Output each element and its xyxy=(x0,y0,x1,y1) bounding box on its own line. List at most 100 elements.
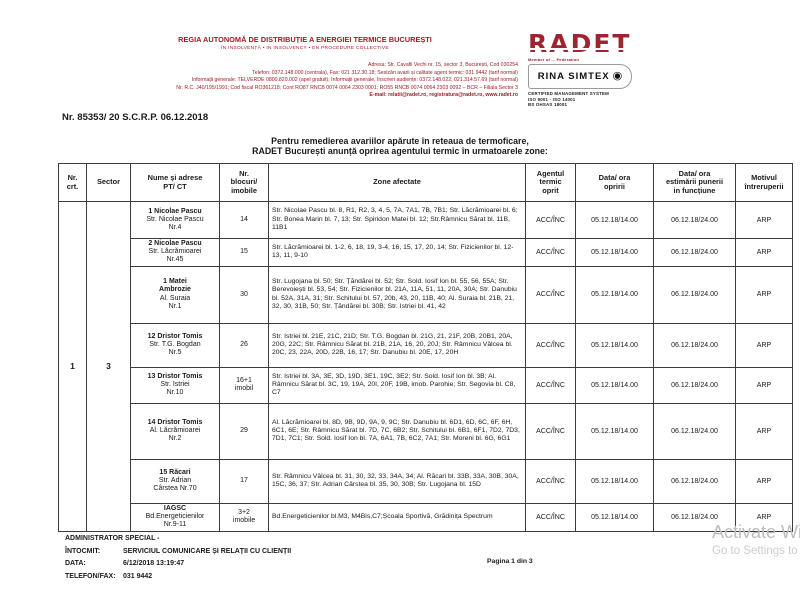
address-line: Nr. R.C. J40/195/1991; Cod fiscal RO3612… xyxy=(176,84,518,91)
pt-address: Str. Istriei Nr.10 xyxy=(160,381,190,397)
data-value: 6/12/2018 13:19:47 xyxy=(123,560,185,568)
affected-zones-cell: Str. Nicolae Pascu bl. 8, R1, R2, 3, 4, … xyxy=(268,201,526,239)
reason-cell: ARP xyxy=(735,201,793,239)
blocks-count-cell: 14 xyxy=(219,201,269,239)
restore-datetime-cell: 06.12.18/24.00 xyxy=(653,458,736,504)
restore-datetime-cell: 06.12.18/24.00 xyxy=(653,265,736,324)
cert-seal-icon: ◉ xyxy=(612,70,623,82)
stop-datetime-cell: 05.12.18/14.00 xyxy=(575,502,654,532)
agent-cell: ACC/ÎNC xyxy=(525,201,576,239)
pt-address: Al. Suraia Nr.1 xyxy=(159,294,191,310)
nr-crt-cell: 1 xyxy=(58,201,87,532)
reason-cell: ARP xyxy=(735,458,793,504)
affected-zones-cell: Str. Istriei bl. 21E, 21C, 21D; Str. T.G… xyxy=(268,322,526,368)
administrator-line: ADMINISTRATOR SPECIAL - xyxy=(65,535,160,542)
col-header-data-estimarii: Data/ ora estimării punerii in funcțiune xyxy=(653,163,736,202)
col-header-motivul: Motivul întreruperii xyxy=(735,163,793,202)
affected-zones-cell: Bd.Energeticienilor bl.M3, M4Bis,C7;Școa… xyxy=(268,502,526,532)
stop-datetime-cell: 05.12.18/14.00 xyxy=(575,322,654,368)
telefon-label: TELEFON/FAX: xyxy=(65,572,116,580)
windows-activation-watermark: Activate Windows Go to Settings to activ… xyxy=(712,522,800,557)
table-row: 15 Răcari Str. Adrian Cârstea Nr.70 17 S… xyxy=(59,458,793,504)
agent-cell: ACC/ÎNC xyxy=(525,366,576,404)
pt-name: IAGSC xyxy=(163,504,187,512)
pt-ct-cell: 15 Răcari Str. Adrian Cârstea Nr.70 xyxy=(130,458,220,504)
pt-name: 1 Nicolae Pascu xyxy=(148,207,202,215)
restore-datetime-cell: 06.12.18/24.00 xyxy=(653,322,736,368)
pt-name: 1 Matei Ambrozie xyxy=(159,278,191,294)
agent-cell: ACC/ÎNC xyxy=(525,265,576,324)
pt-address: Str. Adrian Cârstea Nr.70 xyxy=(153,477,197,493)
data-label: DATA: xyxy=(65,560,86,568)
page-indicator: Pagina 1 din 3 xyxy=(487,558,533,565)
address-line: Telefon: 0372.148.000 (centrala), Fax: 0… xyxy=(252,69,518,76)
agent-cell: ACC/ÎNC xyxy=(525,502,576,532)
agent-cell: ACC/ÎNC xyxy=(525,402,576,460)
col-header-sector: Sector xyxy=(86,163,131,202)
pt-address: Al. Lăcrămioarei Nr.2 xyxy=(149,427,201,443)
affected-zones-cell: Str. Lugojana bl. 50; Str. Țăndărei bl. … xyxy=(268,265,526,324)
col-header-zone-afectate: Zone afectate xyxy=(268,163,526,202)
reason-cell: ARP xyxy=(735,402,793,460)
announcement-text: Pentru remedierea avariilor apărute în r… xyxy=(252,136,548,156)
pt-address: Str. Nicolae Pascu Nr.4 xyxy=(146,215,204,232)
pt-name: 13 Dristor Tomis xyxy=(147,372,203,380)
stop-datetime-cell: 05.12.18/14.00 xyxy=(575,402,654,460)
restore-datetime-cell: 06.12.18/24.00 xyxy=(653,201,736,239)
pt-ct-cell: 12 Dristor Tomis Str. T.G. Bogdan Nr.5 xyxy=(130,322,220,368)
cert-name: RINA SIMTEX xyxy=(537,71,610,82)
affected-zones-cell: Str. Râmnicu Vâlcea bl. 31, 30, 32, 33, … xyxy=(268,458,526,504)
table-row: 1 Matei Ambrozie Al. Suraia Nr.1 30 Str.… xyxy=(59,265,793,324)
table-row: 14 Dristor Tomis Al. Lăcrămioarei Nr.2 2… xyxy=(59,402,793,460)
footer-block: ADMINISTRATOR SPECIAL - ÎNTOCMIT: SERVIC… xyxy=(65,533,291,583)
logo-cut-line xyxy=(528,47,632,51)
cert-standards: CERTIFIED MANAGEMENT SYSTEM ISO 9001 - I… xyxy=(528,91,610,108)
address-line: E-mail: relatii@radet.ro, registratura@r… xyxy=(369,92,518,99)
stop-datetime-cell: 05.12.18/14.00 xyxy=(575,265,654,324)
blocks-count-cell: 16+1 imobil xyxy=(219,366,269,404)
stop-datetime-cell: 05.12.18/14.00 xyxy=(575,238,654,267)
radet-logo: RADET xyxy=(528,29,632,58)
table-row: IAGSC Bd.Energeticienilor Nr.9-11 3+2 im… xyxy=(59,502,793,532)
reason-cell: ARP xyxy=(735,322,793,368)
outage-table: Nr. crt. Sector Nume și adrese PT/ CT Nr… xyxy=(58,163,793,532)
pt-ct-cell: IAGSC Bd.Energeticienilor Nr.9-11 xyxy=(130,502,220,532)
activate-windows-text: Activate Windows xyxy=(712,522,800,542)
doc-number: Nr. 85353/ 20 S.C.R.P. 06.12.2018 xyxy=(62,112,209,123)
sector-cell: 3 xyxy=(86,201,131,532)
table-row: 13 Dristor Tomis Str. Istriei Nr.10 16+1… xyxy=(59,366,793,404)
blocks-count-cell: 29 xyxy=(219,402,269,460)
org-name: REGIA AUTONOMĂ DE DISTRIBUȚIE A ENERGIEI… xyxy=(178,35,432,44)
blocks-count-cell: 15 xyxy=(219,238,269,267)
agent-cell: ACC/ÎNC xyxy=(525,458,576,504)
affected-zones-cell: Al. Lăcrămioarei bl. 8D, 9B, 9D, 9A, 9, … xyxy=(268,402,526,460)
restore-datetime-cell: 06.12.18/24.00 xyxy=(653,502,736,532)
pt-name: 2 Nicolae Pascu xyxy=(148,240,202,247)
agent-cell: ACC/ÎNC xyxy=(525,238,576,267)
pt-name: 14 Dristor Tomis xyxy=(147,418,203,426)
go-to-settings-text: Go to Settings to activate Windows. xyxy=(712,545,800,557)
address-line: Informații generale: TELVERDE 0800.820.0… xyxy=(191,77,518,84)
stop-datetime-cell: 05.12.18/14.00 xyxy=(575,458,654,504)
affected-zones-cell: Str. Istriei bl. 3A, 3E, 3D, 19D, 3E1, 1… xyxy=(268,366,526,404)
pt-ct-cell: 1 Matei Ambrozie Al. Suraia Nr.1 xyxy=(130,265,220,324)
stop-datetime-cell: 05.12.18/14.00 xyxy=(575,201,654,239)
blocks-count-cell: 26 xyxy=(219,322,269,368)
intocmit-label: ÎNTOCMIT: xyxy=(65,547,101,555)
rina-simtex-badge: RINA SIMTEX ◉ xyxy=(528,64,632,89)
reason-cell: ARP xyxy=(735,238,793,267)
pt-ct-cell: 14 Dristor Tomis Al. Lăcrămioarei Nr.2 xyxy=(130,402,220,460)
col-header-nume-adrese: Nume și adrese PT/ CT xyxy=(130,163,220,202)
insolvency-note: ÎN INSOLVENȚĂ • IN INSOLVENCY • EN PROCE… xyxy=(221,46,389,51)
pt-address: Str. T.G. Bogdan Nr.5 xyxy=(149,341,201,357)
logo-member-strip: Member of ... Federation xyxy=(528,57,580,62)
intocmit-value: SERVICIUL COMUNICARE ȘI RELAȚII CU CLIEN… xyxy=(123,547,292,555)
restore-datetime-cell: 06.12.18/24.00 xyxy=(653,402,736,460)
pt-ct-cell: 1 Nicolae Pascu Str. Nicolae Pascu Nr.4 xyxy=(130,201,220,239)
table-row: 2 Nicolae Pascu Str. Lăcrămioarei Nr.45 … xyxy=(59,238,793,267)
pt-address: Bd.Energeticienilor Nr.9-11 xyxy=(145,513,205,529)
reason-cell: ARP xyxy=(735,502,793,532)
